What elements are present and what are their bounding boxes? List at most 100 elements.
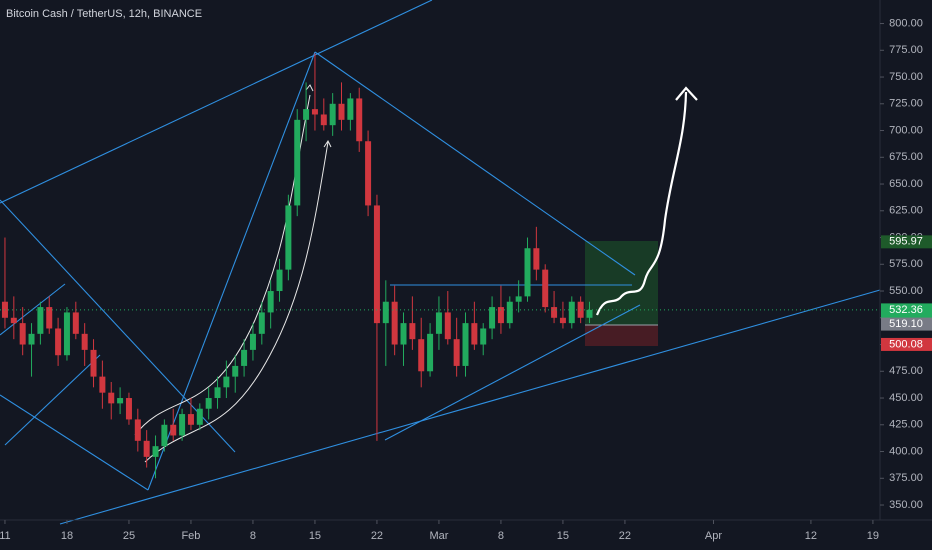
price-label: 519.10 — [889, 318, 923, 330]
candle-body — [143, 440, 150, 457]
candle-body — [356, 98, 363, 142]
candle-body — [524, 248, 531, 297]
price-label: 500.08 — [889, 338, 923, 350]
x-tick-label: 22 — [619, 530, 631, 542]
candle-body — [586, 309, 593, 318]
candle-body — [117, 398, 124, 404]
x-tick-label: 22 — [371, 530, 383, 542]
candle-body — [418, 339, 425, 372]
candle-body — [285, 205, 292, 270]
candle-body — [170, 424, 177, 436]
trend-line — [4, 354, 101, 446]
candle-body — [409, 323, 416, 340]
candle-body — [506, 301, 513, 324]
price-label-bg — [881, 337, 932, 351]
candle-body — [258, 312, 265, 334]
candle-body — [125, 398, 132, 420]
price-label: 532.36 — [889, 304, 923, 316]
candle-body — [320, 114, 327, 126]
profit-zone — [585, 241, 658, 325]
y-tick-label: 750.00 — [889, 71, 923, 83]
price-axis — [880, 0, 932, 550]
candle-body — [311, 109, 318, 115]
x-tick-label: 12 — [805, 530, 817, 542]
trend-line — [0, 394, 149, 491]
price-label-bg — [881, 317, 932, 331]
y-tick-label: 350.00 — [889, 499, 923, 511]
candle-body — [338, 103, 345, 120]
candle-body — [81, 333, 88, 350]
candle-body — [37, 307, 44, 334]
candle-body — [19, 323, 26, 345]
candle-body — [400, 323, 407, 345]
candle-body — [241, 349, 248, 366]
candle-body — [489, 307, 496, 329]
candle-body — [46, 307, 53, 329]
trend-line — [0, 0, 433, 204]
trend-line — [147, 51, 316, 491]
x-tick-label: Apr — [705, 530, 722, 542]
trend-line — [384, 304, 641, 441]
y-tick-label: 375.00 — [889, 472, 923, 484]
trend-line — [314, 51, 636, 276]
arrow-head — [305, 84, 314, 92]
candle-body — [559, 317, 566, 324]
candle-body — [568, 301, 575, 324]
y-tick-label: 700.00 — [889, 124, 923, 136]
x-tick-label: 8 — [250, 530, 256, 542]
y-tick-label: 575.00 — [889, 258, 923, 270]
candle-body — [55, 328, 62, 356]
x-tick-label: 8 — [498, 530, 504, 542]
candle-body — [179, 414, 186, 436]
candle-body — [347, 98, 354, 120]
y-tick-label: 650.00 — [889, 178, 923, 190]
x-tick-label: 19 — [867, 530, 879, 542]
trend-line — [0, 199, 236, 453]
candle-body — [187, 414, 194, 425]
candle-body — [382, 301, 389, 324]
candle-body — [542, 269, 549, 308]
candle-body — [249, 333, 256, 350]
projection-arrow — [595, 91, 688, 316]
price-label: 595.97 — [889, 236, 923, 248]
y-tick-label: 475.00 — [889, 365, 923, 377]
price-label-bg — [881, 235, 932, 249]
candle-body — [515, 296, 522, 302]
candle-body — [329, 103, 336, 126]
candle-body — [152, 446, 159, 457]
y-tick-label: 800.00 — [889, 17, 923, 29]
candle-body — [453, 339, 460, 366]
x-tick-label: Feb — [181, 530, 200, 542]
x-tick-label: 25 — [123, 530, 135, 542]
arrow-head — [323, 140, 332, 148]
x-tick-label: 11 — [0, 530, 11, 542]
y-tick-label: 450.00 — [889, 392, 923, 404]
candle-body — [471, 323, 478, 345]
candle-body — [373, 205, 380, 324]
y-tick-label: 425.00 — [889, 419, 923, 431]
candle-body — [551, 307, 558, 318]
candle-body — [462, 323, 469, 366]
y-tick-label: 550.00 — [889, 285, 923, 297]
loss-zone — [585, 325, 658, 346]
candle-body — [444, 312, 451, 340]
trend-line — [59, 289, 881, 525]
x-tick-label: 15 — [557, 530, 569, 542]
candle-body — [214, 387, 221, 399]
chart-title: Bitcoin Cash / TetherUS, 12h, BINANCE — [6, 8, 202, 20]
y-tick-label: 775.00 — [889, 44, 923, 56]
candle-body — [108, 392, 115, 404]
candle-body — [365, 141, 372, 206]
plot-area — [0, 0, 881, 525]
candle-body — [10, 317, 17, 324]
x-tick-label: Mar — [429, 530, 448, 542]
y-tick-label: 400.00 — [889, 445, 923, 457]
candle-body — [63, 312, 70, 356]
x-tick-label: 18 — [61, 530, 73, 542]
candle-body — [427, 333, 434, 372]
curve-drawing — [144, 141, 329, 463]
candle-body — [223, 376, 230, 388]
arrow-head — [675, 86, 698, 101]
y-tick-label: 675.00 — [889, 151, 923, 163]
